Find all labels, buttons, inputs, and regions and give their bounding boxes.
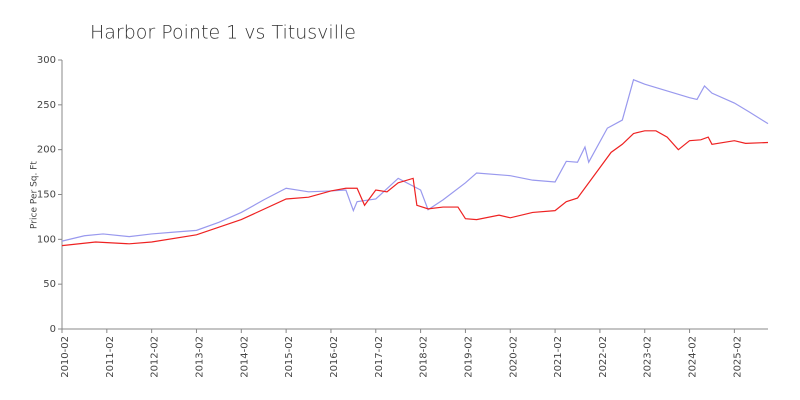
x-tick-label: 2022-02 [598,336,609,378]
y-tick-label: 100 [37,234,56,245]
y-tick-label: 0 [50,324,56,335]
x-tick-label: 2019-02 [463,336,474,378]
x-tick-label: 2015-02 [284,336,295,378]
line-series [61,78,769,242]
chart-title: Harbor Pointe 1 vs Titusville [90,22,356,44]
line-series [61,130,769,247]
x-tick-label: 2012-02 [150,336,161,378]
y-tick-label: 200 [37,145,56,156]
y-tick-label: 150 [37,190,56,201]
x-tick-label: 2014-02 [239,336,250,378]
x-tick-label: 2018-02 [419,336,430,378]
x-tick-label: 2021-02 [553,336,564,378]
y-tick-label: 300 [37,55,56,66]
x-tick-label: 2010-02 [60,336,71,378]
x-tick-label: 2023-02 [643,336,654,378]
y-tick-label: 250 [37,100,56,111]
x-tick-label: 2020-02 [508,336,519,378]
x-tick-label: 2016-02 [329,336,340,378]
x-tick-label: 2011-02 [105,336,116,378]
x-tick-label: 2017-02 [374,336,385,378]
x-tick-label: 2013-02 [194,336,205,378]
y-axis-label: Price Per Sq. Ft [30,161,40,229]
x-tick-label: 2024-02 [688,336,699,378]
x-tick-label: 2025-02 [732,336,743,378]
y-tick-label: 50 [43,279,56,290]
